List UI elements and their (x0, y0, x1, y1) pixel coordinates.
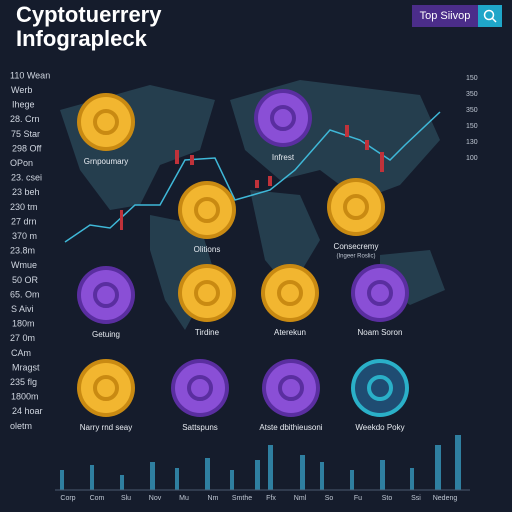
x-label: Sto (382, 495, 393, 502)
x-label: Nml (294, 495, 307, 502)
side-label: 230 tm (10, 202, 38, 212)
coin-label: Aterekun (274, 328, 306, 337)
side-label: 65. Om (10, 289, 40, 299)
x-label: Com (90, 495, 105, 502)
search-box[interactable] (412, 5, 478, 27)
side-label: 24 hoar (12, 406, 43, 416)
coin-face (355, 363, 405, 413)
x-label: So (325, 495, 334, 502)
search-icon-handle (491, 17, 497, 23)
coin-face (81, 270, 131, 320)
side-label: Werb (11, 85, 32, 95)
coin-face (331, 182, 381, 232)
side-label: 110 Wean (10, 70, 50, 80)
coin-emblem (367, 280, 393, 306)
right-label: 350 (466, 91, 478, 98)
x-label: Slu (121, 495, 131, 502)
right-label: 100 (466, 155, 478, 162)
side-label: CAm (11, 348, 31, 358)
coin-label: Getuing (92, 330, 120, 339)
side-label: 370 m (12, 231, 37, 241)
right-label: 130 (466, 139, 478, 146)
search-button[interactable] (478, 5, 502, 27)
x-label: Smthe (232, 495, 252, 502)
x-label: Mu (179, 495, 189, 502)
title: Cyptotuerrery (16, 2, 162, 27)
side-label: OPon (10, 158, 33, 168)
side-label: 180m (12, 319, 35, 329)
coin-emblem (277, 280, 303, 306)
button-label: Top Siivop (420, 10, 471, 22)
x-label: Nov (149, 495, 162, 502)
coin-label: Infrest (272, 153, 295, 162)
coin-face (258, 93, 308, 143)
coin-face (175, 363, 225, 413)
side-label: S Aivi (11, 304, 34, 314)
coin-label: Olitions (194, 245, 221, 254)
side-label: 298 Off (12, 143, 42, 153)
candles (120, 125, 384, 230)
side-label: 75 Star (11, 129, 40, 139)
title: Infograpleck (16, 26, 148, 51)
coin-emblem (194, 197, 220, 223)
side-label: Ihege (12, 100, 35, 110)
coin-label: Weekdo Poky (355, 423, 404, 432)
coin-emblem (93, 375, 119, 401)
coin-emblem (187, 375, 213, 401)
coin-face (81, 97, 131, 147)
coin-face (355, 268, 405, 318)
coin-label: Sattspuns (182, 423, 218, 432)
side-label: 23 beh (12, 187, 40, 197)
side-label: Wmue (11, 260, 37, 270)
coin-emblem (367, 375, 393, 401)
coin-label: Narry rnd seay (80, 423, 132, 432)
coin-emblem (270, 105, 296, 131)
coin-emblem (93, 282, 119, 308)
search-icon (483, 9, 495, 21)
side-label: 28. Crn (10, 114, 40, 124)
right-label: 350 (466, 107, 478, 114)
x-label: Corp (60, 495, 75, 502)
x-label: Fu (354, 495, 362, 502)
right-label: 150 (466, 123, 478, 130)
x-label: Ssi (411, 495, 421, 502)
coin-emblem (343, 194, 369, 220)
coin-face (266, 363, 316, 413)
side-label: 1800m (11, 392, 39, 402)
right-label: 150 (466, 75, 478, 82)
x-label: Nm (208, 495, 219, 502)
coin-face (81, 363, 131, 413)
bottom-bars (60, 435, 461, 490)
side-label: oletm (10, 421, 32, 431)
coin-emblem (278, 375, 304, 401)
coin-face (265, 268, 315, 318)
side-label: 50 OR (12, 275, 39, 285)
coin-label: Atste dbithieusoni (259, 423, 322, 432)
coin-label: Consecremy (334, 242, 379, 251)
side-label: 235 flg (10, 377, 37, 387)
coin-label: Noam Soron (358, 328, 403, 337)
coin-label: Tirdine (195, 328, 220, 337)
world-map (60, 80, 445, 330)
side-label: 23. csei (11, 173, 42, 183)
coin-emblem (93, 109, 119, 135)
coin-emblem (194, 280, 220, 306)
coin-face (182, 268, 232, 318)
side-label: 27 drn (11, 216, 37, 226)
coin-sublabel: (Ingeer Roslic) (336, 254, 375, 260)
side-label: Mragst (12, 362, 40, 372)
coin-face (182, 185, 232, 235)
side-label: 23.8m (10, 246, 35, 256)
x-label: Nedeng (433, 495, 458, 502)
side-label: 27 0m (10, 333, 35, 343)
x-label: Ffx (266, 495, 276, 502)
coin-label: Grnpoumary (84, 157, 128, 166)
